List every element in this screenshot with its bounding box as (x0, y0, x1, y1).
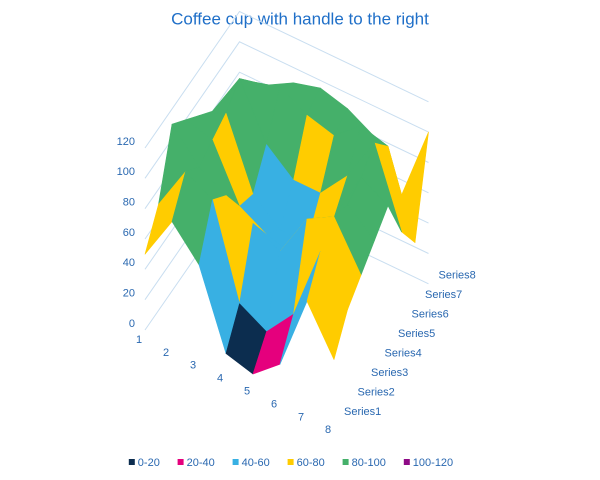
surface-cell (306, 251, 348, 360)
z-tick-label: 20 (123, 288, 135, 300)
legend-swatch (128, 459, 135, 465)
legend-label: 60-80 (297, 457, 325, 469)
z-tick-label: 100 (117, 166, 135, 178)
legend-label: 0-20 (138, 457, 160, 469)
x-tick-label: 8 (325, 424, 331, 436)
legend-swatch (232, 459, 239, 465)
z-tick-label: 80 (123, 197, 135, 209)
series-label: Series8 (439, 270, 476, 282)
legend-swatch (403, 459, 410, 465)
series-label: Series2 (358, 387, 395, 399)
x-tick-label: 5 (244, 386, 250, 398)
series-label: Series1 (344, 406, 381, 418)
z-tick-label: 0 (129, 318, 135, 330)
legend-label: 40-60 (242, 457, 270, 469)
x-tick-label: 3 (190, 360, 196, 372)
legend-label: 20-40 (187, 457, 215, 469)
legend-swatch (287, 459, 294, 465)
x-tick-label: 6 (271, 398, 277, 410)
series-label: Series3 (371, 367, 408, 379)
legend-label: 100-120 (413, 457, 453, 469)
series-label: Series7 (425, 289, 462, 301)
series-label: Series6 (412, 309, 449, 321)
grid-line (144, 10, 429, 149)
legend-swatch (177, 459, 184, 465)
series-label: Series5 (398, 328, 435, 340)
z-tick-label: 120 (117, 136, 135, 148)
legend-swatch (342, 459, 349, 465)
series-label: Series4 (385, 348, 422, 360)
x-tick-label: 2 (163, 347, 169, 359)
chart-title: Coffee cup with handle to the right (171, 9, 429, 28)
x-tick-label: 1 (136, 334, 142, 346)
z-tick-label: 60 (123, 227, 135, 239)
x-tick-label: 7 (298, 411, 304, 423)
x-tick-label: 4 (217, 373, 223, 385)
legend-label: 80-100 (352, 457, 386, 469)
z-tick-label: 40 (123, 257, 135, 269)
